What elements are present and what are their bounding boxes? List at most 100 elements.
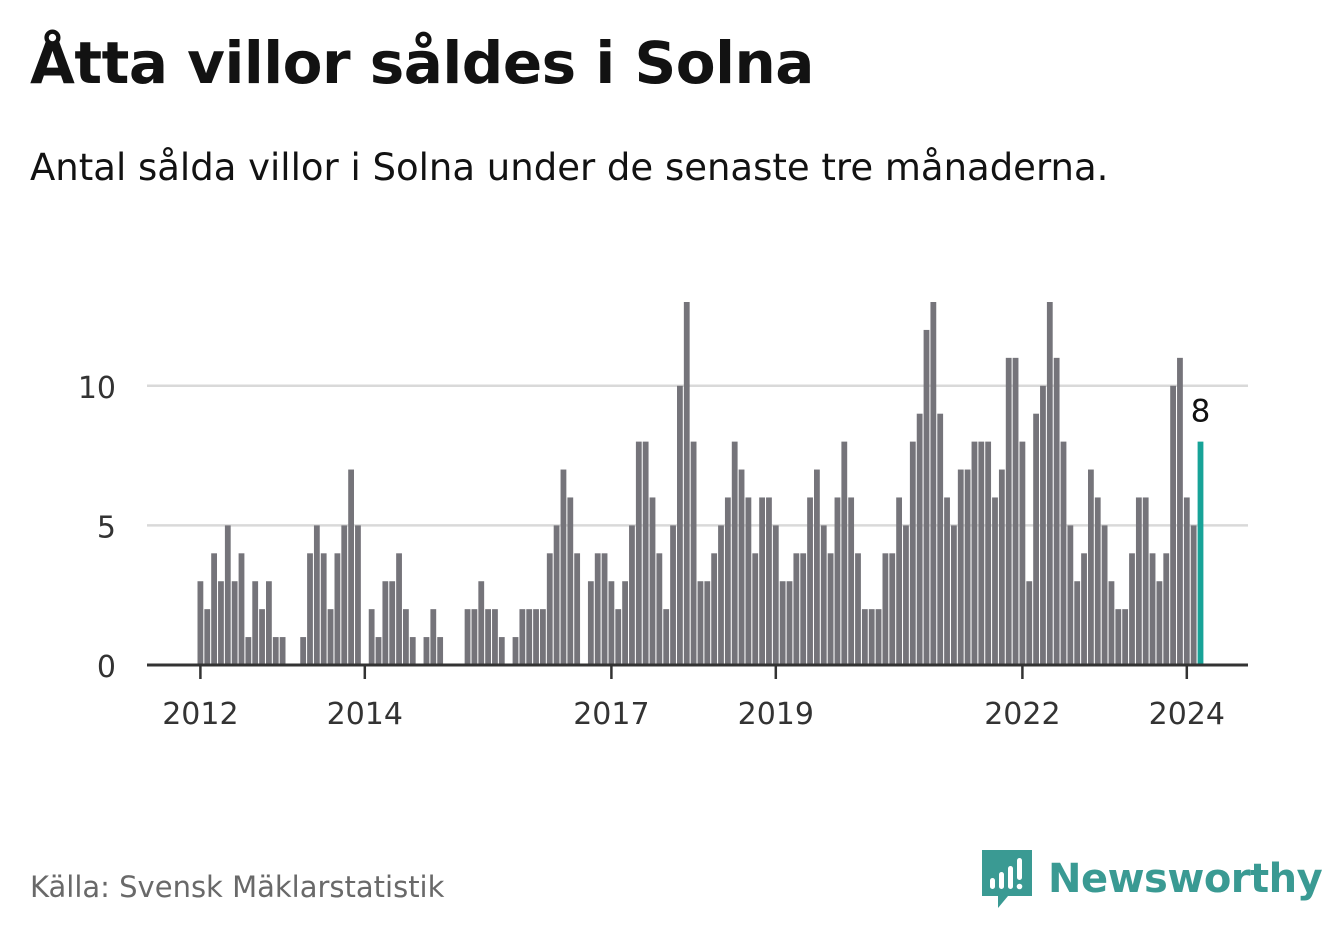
bar bbox=[855, 553, 861, 665]
bar bbox=[471, 609, 478, 665]
bar bbox=[868, 609, 875, 665]
bar bbox=[1046, 302, 1053, 665]
chart-title: Åtta villor såldes i Solna bbox=[30, 29, 814, 97]
bar bbox=[759, 497, 765, 665]
bar bbox=[903, 525, 909, 665]
bar bbox=[512, 637, 519, 665]
y-tick-label: 0 bbox=[97, 650, 116, 685]
bar bbox=[272, 637, 279, 665]
bar bbox=[752, 553, 759, 665]
bar bbox=[1060, 441, 1067, 665]
bar bbox=[492, 609, 498, 665]
bar bbox=[396, 553, 402, 665]
bar bbox=[1040, 385, 1046, 665]
bar bbox=[841, 441, 848, 665]
bar bbox=[1142, 497, 1149, 665]
bar bbox=[916, 413, 923, 665]
bar bbox=[204, 609, 211, 665]
bar bbox=[930, 302, 937, 665]
bar bbox=[238, 553, 245, 665]
data-labels: 8 bbox=[1191, 394, 1211, 430]
bar bbox=[875, 609, 882, 665]
brand-name: Newsworthy bbox=[1048, 856, 1322, 902]
gridlines bbox=[147, 384, 1248, 527]
bar bbox=[772, 525, 779, 665]
bar bbox=[670, 525, 676, 665]
bar bbox=[677, 385, 683, 665]
bar bbox=[1053, 357, 1060, 665]
bar bbox=[745, 497, 752, 665]
bar bbox=[1081, 553, 1087, 665]
bar bbox=[766, 497, 772, 665]
x-tick-label: 2012 bbox=[162, 697, 238, 732]
x-tick-label: 2022 bbox=[984, 697, 1060, 732]
bar bbox=[382, 581, 389, 665]
x-tick-label: 2024 bbox=[1149, 697, 1225, 732]
bar bbox=[649, 497, 656, 665]
bar bbox=[1170, 385, 1176, 665]
bar bbox=[807, 497, 813, 665]
bar bbox=[978, 441, 985, 665]
bar bbox=[464, 609, 471, 665]
bar bbox=[259, 609, 265, 665]
bar bbox=[951, 525, 957, 665]
bar bbox=[334, 553, 341, 665]
bar bbox=[1012, 357, 1019, 665]
bar bbox=[553, 525, 560, 665]
bar bbox=[889, 553, 896, 665]
bar bbox=[519, 609, 526, 665]
bar bbox=[300, 637, 307, 665]
bar bbox=[731, 441, 738, 665]
bar bbox=[909, 441, 916, 665]
bar bbox=[834, 497, 841, 665]
bar bbox=[540, 609, 546, 665]
bar bbox=[971, 441, 978, 665]
bar bbox=[998, 469, 1005, 665]
bar bbox=[663, 609, 670, 665]
bar bbox=[1177, 357, 1183, 665]
bar bbox=[252, 581, 259, 665]
bar bbox=[1019, 441, 1026, 665]
bar bbox=[779, 581, 786, 665]
bar bbox=[224, 525, 231, 665]
highlight-bar bbox=[1197, 441, 1204, 665]
bar bbox=[738, 469, 745, 665]
source-note: Källa: Svensk Mäklarstatistik bbox=[30, 870, 445, 904]
bar bbox=[533, 609, 539, 665]
bar bbox=[368, 609, 375, 665]
bar bbox=[546, 553, 553, 665]
x-tick-label: 2014 bbox=[327, 697, 403, 732]
bar bbox=[642, 441, 649, 665]
x-tick-label: 2019 bbox=[738, 697, 814, 732]
bar bbox=[690, 441, 697, 665]
bar bbox=[279, 637, 286, 665]
bar bbox=[389, 581, 396, 665]
chart-subtitle: Antal sålda villor i Solna under de sena… bbox=[30, 146, 1109, 189]
bar bbox=[1115, 609, 1122, 665]
bar bbox=[964, 469, 971, 665]
bar bbox=[656, 553, 663, 665]
bar bbox=[409, 637, 416, 665]
bar bbox=[526, 609, 533, 665]
bar bbox=[266, 581, 272, 665]
bar bbox=[211, 553, 217, 665]
bar bbox=[574, 553, 581, 665]
bar bbox=[1135, 497, 1142, 665]
bar bbox=[478, 581, 485, 665]
bar bbox=[1074, 581, 1081, 665]
bar bbox=[218, 581, 224, 665]
bar bbox=[629, 525, 635, 665]
bar bbox=[1190, 525, 1197, 665]
bar bbox=[1156, 581, 1163, 665]
bar bbox=[683, 302, 690, 665]
bar bbox=[1183, 497, 1190, 665]
bar bbox=[327, 609, 334, 665]
bar bbox=[704, 581, 711, 665]
bar bbox=[848, 497, 855, 665]
bar bbox=[437, 637, 444, 665]
bar bbox=[1067, 525, 1074, 665]
bar bbox=[820, 525, 827, 665]
bar bbox=[1108, 581, 1115, 665]
bar bbox=[341, 525, 348, 665]
